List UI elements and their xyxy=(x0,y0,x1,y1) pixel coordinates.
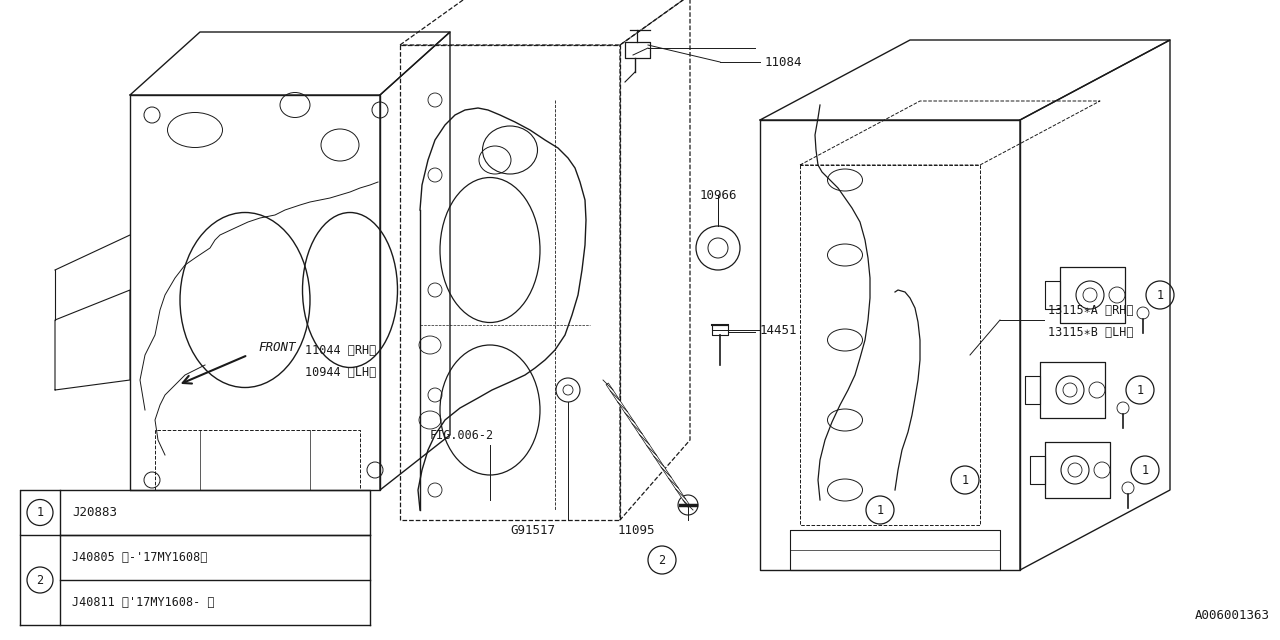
Text: J40805 （-'17MY1608）: J40805 （-'17MY1608） xyxy=(72,551,207,564)
Text: 10944 〈LH〉: 10944 〈LH〉 xyxy=(305,365,376,378)
Text: 11084: 11084 xyxy=(765,56,803,68)
Text: 1: 1 xyxy=(1156,289,1164,301)
Text: 1: 1 xyxy=(877,504,883,516)
Text: 2: 2 xyxy=(36,573,44,586)
Text: 2: 2 xyxy=(658,554,666,566)
Text: 11095: 11095 xyxy=(618,524,655,536)
Text: 1: 1 xyxy=(1137,383,1143,397)
Text: A006001363: A006001363 xyxy=(1196,609,1270,622)
Text: 11044 〈RH〉: 11044 〈RH〉 xyxy=(305,344,376,356)
Text: J20883: J20883 xyxy=(72,506,116,519)
Text: 1: 1 xyxy=(1142,463,1148,477)
Text: 14451: 14451 xyxy=(760,323,797,337)
Text: J40811 （'17MY1608- ）: J40811 （'17MY1608- ） xyxy=(72,596,215,609)
Text: 13115∗A 〈RH〉: 13115∗A 〈RH〉 xyxy=(1048,303,1134,317)
Text: 1: 1 xyxy=(961,474,969,486)
Text: FRONT: FRONT xyxy=(259,340,296,353)
Text: 10966: 10966 xyxy=(700,189,737,202)
Text: 13115∗B 〈LH〉: 13115∗B 〈LH〉 xyxy=(1048,326,1134,339)
Text: G91517: G91517 xyxy=(509,524,556,536)
Text: 1: 1 xyxy=(36,506,44,519)
Text: FIG.006-2: FIG.006-2 xyxy=(430,429,494,442)
